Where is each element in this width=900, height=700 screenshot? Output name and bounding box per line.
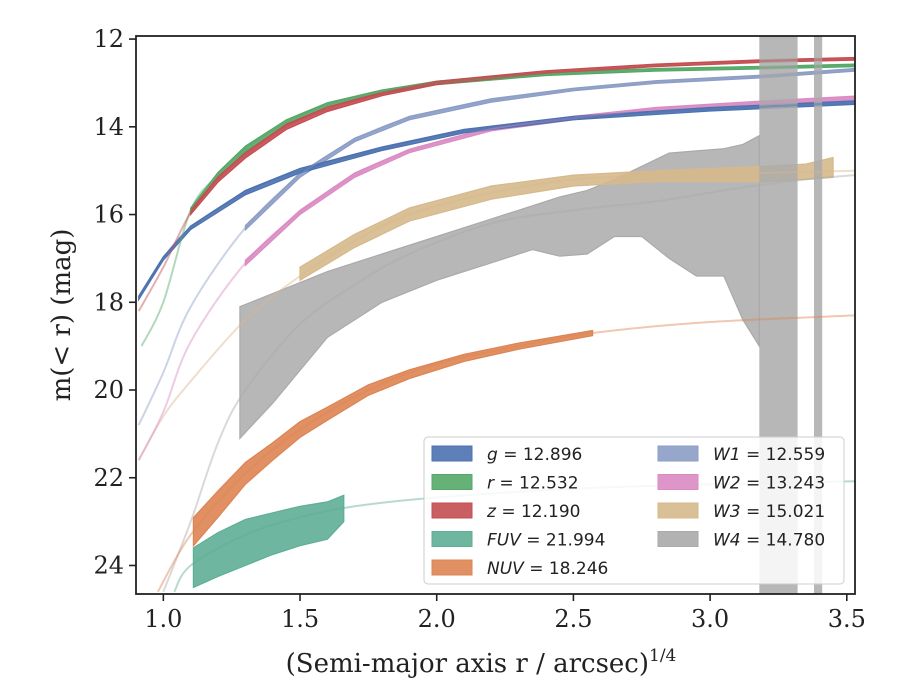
legend-label-fuv: FUV = 21.994 — [487, 531, 605, 551]
legend-label-w3: W3 = 15.021 — [713, 502, 825, 522]
series-band-nuv — [192, 329, 594, 548]
legend-swatch-fuv — [431, 531, 473, 547]
legend-label-g: g = 12.896 — [487, 445, 582, 465]
series-curve-g — [137, 101, 855, 299]
legend-label-r: r = 12.532 — [487, 474, 579, 494]
x-tick-label: 2.5 — [554, 605, 592, 633]
legend: g = 12.896 r = 12.532 z = 12.190 FUV = 21.9… — [423, 436, 845, 585]
y-axis: 12 14 16 18 20 22 24 — [93, 25, 136, 579]
legend-box — [423, 436, 845, 585]
series-curve-w2 — [137, 97, 855, 461]
series-band-z — [190, 56, 855, 217]
x-tick-label: 3.0 — [691, 605, 729, 633]
legend-swatch-g — [431, 445, 473, 462]
legend-swatch-w3 — [657, 502, 699, 519]
series-curve-w4 — [162, 174, 855, 593]
legend-label-w1: W1 = 12.559 — [713, 445, 825, 465]
y-tick-label: 24 — [93, 551, 124, 579]
legend-swatch-w1 — [657, 445, 699, 462]
x-axis: 1.0 1.5 2.0 2.5 3.0 3.5 — [144, 594, 866, 633]
x-tick-label: 1.0 — [144, 605, 182, 633]
series-curve-w1 — [137, 68, 855, 426]
legend-label-nuv: NUV = 18.246 — [487, 559, 608, 579]
legend-swatch-z — [431, 502, 473, 519]
y-tick-label: 16 — [93, 201, 124, 229]
legend-label-w4: W4 = 14.780 — [713, 531, 825, 551]
y-tick-label: 14 — [93, 113, 124, 141]
x-axis-label-superscript: 1/4 — [649, 646, 676, 666]
y-axis-label: m(< r) (mag) — [47, 229, 77, 402]
x-tick-label: 1.5 — [281, 605, 319, 633]
y-tick-label: 12 — [93, 25, 124, 53]
series-band-w4-spike — [813, 36, 823, 594]
y-tick-label: 18 — [93, 288, 124, 316]
legend-label-z: z = 12.190 — [486, 502, 580, 522]
legend-swatch-w2 — [657, 474, 699, 490]
legend-swatch-r — [431, 474, 473, 490]
series-band-g — [138, 100, 855, 302]
series-band-w2 — [244, 95, 855, 267]
x-tick-label: 3.5 — [828, 605, 866, 633]
series-curve-w3 — [137, 169, 855, 461]
series-band-fuv — [192, 494, 345, 589]
x-axis-label-main: (Semi-major axis r / arcsec) — [286, 649, 649, 679]
series-curve-z — [137, 57, 855, 312]
legend-swatch-w4 — [657, 531, 699, 547]
y-tick-label: 20 — [93, 376, 124, 404]
series-curve-nuv — [157, 314, 855, 593]
series-band-w4 — [239, 134, 760, 440]
x-axis-label: (Semi-major axis r / arcsec)1/4 — [286, 646, 677, 679]
plot-frame — [135, 35, 856, 595]
legend-label-w2: W2 = 13.243 — [713, 474, 825, 494]
x-tick-label: 2.0 — [418, 605, 456, 633]
legend-swatch-nuv — [431, 559, 473, 576]
series-curve-r — [140, 64, 855, 347]
y-tick-label: 22 — [93, 464, 124, 492]
series-band-w1 — [244, 67, 855, 232]
